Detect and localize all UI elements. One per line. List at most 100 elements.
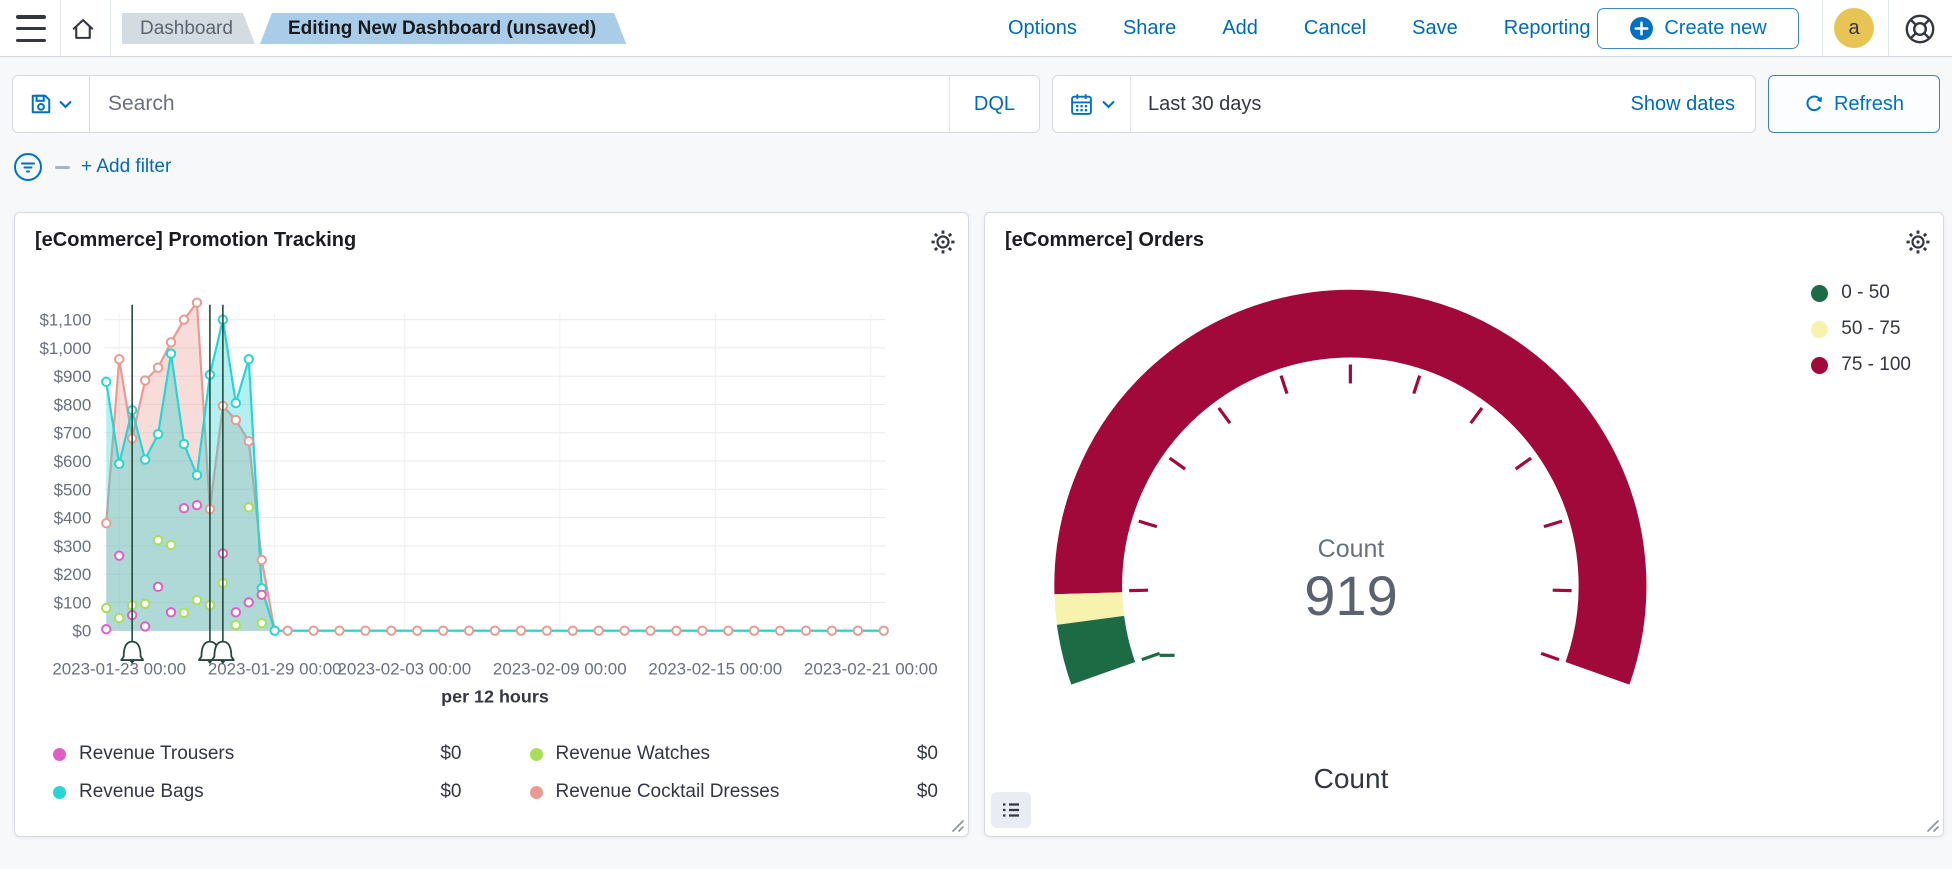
date-quick-select-button[interactable] xyxy=(1053,76,1130,132)
point-Revenue Watches xyxy=(178,607,190,619)
breadcrumb-editing-dashboard: Editing New Dashboard (unsaved) xyxy=(260,13,626,44)
promotion-chart-canvas[interactable]: $0 $100 $200 $300 $400 $500 $600 $700 $800 $900 $1… xyxy=(15,213,968,836)
nav-separator xyxy=(1822,0,1823,56)
legend-toggle-button[interactable] xyxy=(991,792,1031,828)
point-Revenue Bags xyxy=(139,454,151,465)
panel-orders: [eCommerce] Orders Count 919 Count 0 - 5… xyxy=(984,212,1944,837)
point-Revenue Watches xyxy=(256,617,267,629)
legend-value: $0 xyxy=(916,743,938,764)
point-Revenue Watches xyxy=(152,535,164,546)
home-icon[interactable] xyxy=(69,15,97,43)
point-Revenue Cocktail Dresses xyxy=(697,625,708,636)
saved-query-menu-button[interactable] xyxy=(12,75,90,133)
point-Revenue Cocktail Dresses xyxy=(515,625,527,636)
legend-swatch xyxy=(1811,356,1829,374)
point-Revenue Cocktail Dresses xyxy=(619,625,630,636)
point-Revenue Bags xyxy=(152,428,164,440)
nav-link-options[interactable]: Options xyxy=(1008,17,1077,39)
panel-promotion-tracking: $0 $100 $200 $300 $400 $500 $600 $700 $800 $900 $1… xyxy=(14,212,969,837)
nav-link-add[interactable]: Add xyxy=(1222,17,1258,39)
timeframe-value[interactable]: Last 30 days xyxy=(1148,92,1262,115)
refresh-button[interactable]: Refresh xyxy=(1768,75,1940,133)
point-Revenue Cocktail Dresses xyxy=(386,625,397,636)
add-filter-button[interactable]: + Add filter xyxy=(81,156,172,177)
gauge-legend-item[interactable]: 0 - 50 xyxy=(1811,275,1911,311)
point-Revenue Cocktail Dresses xyxy=(412,625,423,636)
point-Revenue Watches xyxy=(191,594,203,606)
refresh-label: Refresh xyxy=(1833,92,1905,115)
point-Revenue Cocktail Dresses xyxy=(114,354,125,365)
list-icon xyxy=(1003,803,1019,817)
gear-icon[interactable] xyxy=(1905,229,1931,255)
create-new-button[interactable]: Create new xyxy=(1597,8,1799,49)
legend-label: 50 - 75 xyxy=(1841,318,1901,339)
y-axis-tick-label: $0 xyxy=(72,622,91,641)
filter-separator-dash xyxy=(55,165,70,169)
breadcrumb-dashboard[interactable]: Dashboard xyxy=(122,13,255,44)
point-Revenue Watches xyxy=(139,598,151,609)
legend-swatch xyxy=(53,747,66,761)
panel-resize-handle[interactable] xyxy=(1923,816,1939,832)
point-Revenue Trousers xyxy=(230,607,242,618)
point-Revenue Watches xyxy=(114,612,125,624)
legend-swatch xyxy=(1811,320,1829,338)
legend-item[interactable]: Revenue Watches $0 xyxy=(492,735,969,773)
filter-icon[interactable] xyxy=(12,151,44,183)
bell-icon xyxy=(211,640,235,661)
legend-swatch xyxy=(1811,284,1829,302)
point-Revenue Cocktail Dresses xyxy=(645,625,656,636)
point-Revenue Cocktail Dresses xyxy=(774,625,786,636)
nav-link-save[interactable]: Save xyxy=(1412,17,1458,39)
point-Revenue Cocktail Dresses xyxy=(152,362,164,373)
nav-separator xyxy=(110,0,111,56)
gauge-legend-item[interactable]: 75 - 100 xyxy=(1811,347,1911,383)
bell-clapper xyxy=(128,660,136,665)
avatar[interactable]: a xyxy=(1834,8,1874,48)
menu-icon[interactable] xyxy=(16,15,48,42)
nav-link-reporting[interactable]: Reporting xyxy=(1503,17,1591,39)
search-box: DQL xyxy=(90,75,1040,133)
legend-label: Revenue Bags xyxy=(79,781,204,802)
gear-icon[interactable] xyxy=(930,229,956,255)
point-Revenue Cocktail Dresses xyxy=(165,337,177,348)
point-Revenue Cocktail Dresses xyxy=(748,625,760,636)
nav-link-cancel[interactable]: Cancel xyxy=(1303,17,1367,39)
x-axis-title: per 12 hours xyxy=(441,686,549,706)
x-axis-tick-label: 2023-02-03 00:00 xyxy=(337,660,471,679)
orders-gauge-canvas[interactable] xyxy=(985,213,1943,836)
y-axis-tick-label: $400 xyxy=(54,509,92,528)
point-Revenue Cocktail Dresses xyxy=(334,625,345,636)
gauge-legend-item[interactable]: 50 - 75 xyxy=(1811,311,1911,347)
point-Revenue Trousers xyxy=(139,621,151,632)
show-dates-button[interactable]: Show dates xyxy=(1630,92,1735,115)
legend-item[interactable]: Revenue Trousers $0 xyxy=(15,735,492,773)
filter-bar: + Add filter xyxy=(12,150,171,184)
point-Revenue Cocktail Dresses xyxy=(282,625,293,636)
point-Revenue Trousers xyxy=(256,589,267,600)
point-Revenue Cocktail Dresses xyxy=(139,375,151,386)
legend-label: 0 - 50 xyxy=(1841,282,1890,303)
x-axis-tick-label: 2023-01-23 00:00 xyxy=(52,660,186,679)
point-Revenue Watches xyxy=(101,602,112,614)
legend-swatch xyxy=(529,785,543,799)
point-Revenue Trousers xyxy=(114,550,125,561)
point-Revenue Cocktail Dresses xyxy=(256,554,267,566)
point-Revenue Bags xyxy=(101,376,112,388)
legend-item[interactable]: Revenue Bags $0 xyxy=(15,773,492,811)
legend-item[interactable]: Revenue Cocktail Dresses $0 xyxy=(492,773,969,811)
point-Revenue Watches xyxy=(243,502,254,513)
point-Revenue Bags xyxy=(165,348,177,359)
bell-clapper xyxy=(206,660,214,665)
help-icon[interactable] xyxy=(1902,11,1938,47)
query-language-button[interactable]: DQL xyxy=(948,76,1039,132)
point-Revenue Bags xyxy=(230,397,242,409)
panel-resize-handle[interactable] xyxy=(948,816,964,832)
search-input[interactable] xyxy=(90,92,949,116)
gauge-tick xyxy=(1168,456,1187,471)
legend-value: $0 xyxy=(440,781,462,802)
legend-value: $0 xyxy=(916,781,938,802)
y-axis-tick-label: $1,000 xyxy=(39,339,91,358)
gauge-value: 919 xyxy=(1304,564,1398,627)
panel-title: [eCommerce] Promotion Tracking xyxy=(35,229,357,251)
nav-link-share[interactable]: Share xyxy=(1122,17,1177,39)
